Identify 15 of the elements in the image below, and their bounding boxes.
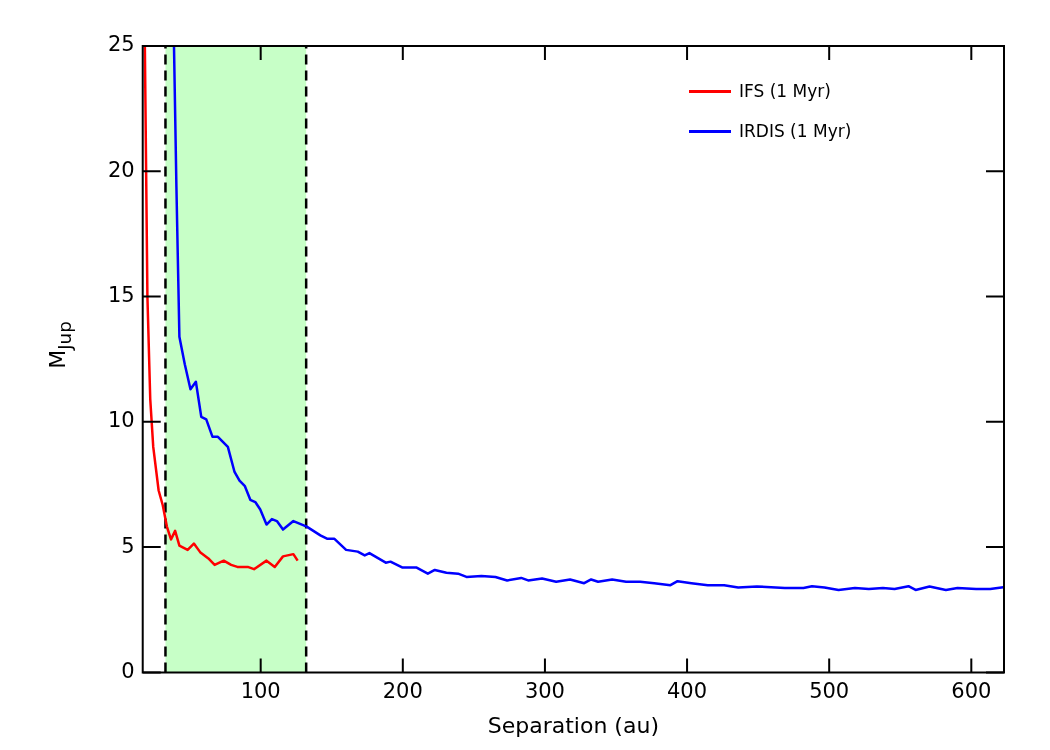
y-tick-label: 25 [107, 32, 135, 57]
x-tick-label: 400 [667, 679, 708, 704]
x-axis-title: Separation (au) [487, 712, 659, 738]
y-tick-label: 0 [121, 658, 135, 683]
x-tick-label: 600 [951, 679, 992, 704]
y-tick-label: 10 [107, 408, 135, 433]
x-tick-label: 300 [524, 679, 565, 704]
y-tick-label: 20 [107, 157, 135, 182]
x-tick-label: 100 [240, 679, 281, 704]
x-tick-label: 200 [382, 679, 423, 704]
legend-label: IRDIS (1 Myr) [739, 121, 852, 141]
y-tick-label: 5 [121, 533, 135, 558]
y-tick-label: 15 [107, 283, 135, 308]
x-tick-label: 500 [809, 679, 850, 704]
legend-label: IFS (1 Myr) [739, 81, 831, 101]
